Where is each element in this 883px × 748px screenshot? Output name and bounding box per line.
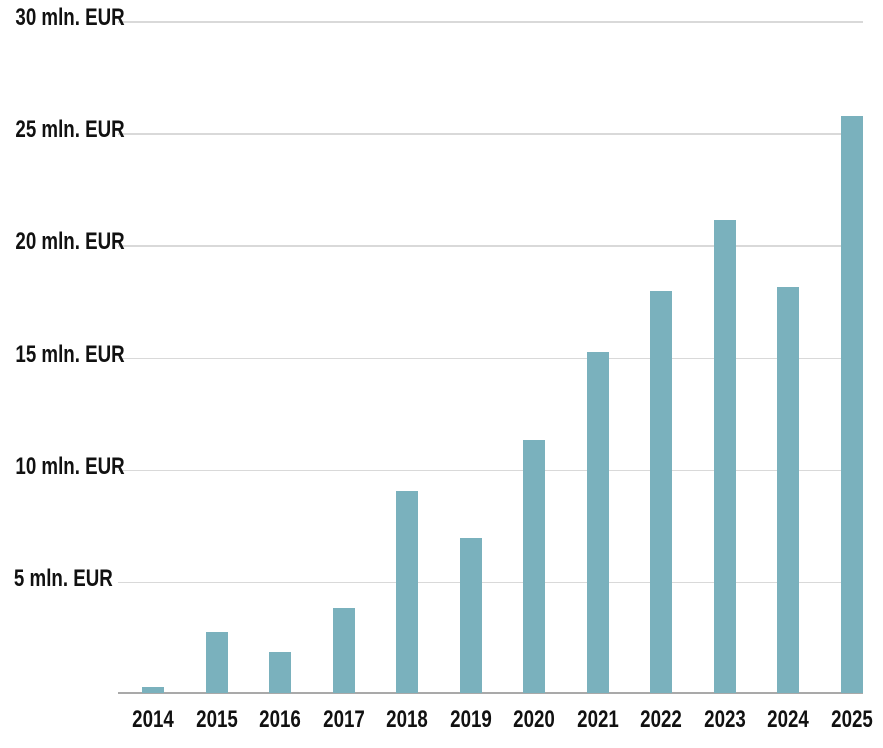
x-axis-tick-label-2018: 2018	[386, 706, 428, 733]
bar-2022	[650, 291, 672, 693]
y-axis-tick-text: 15 mln. EUR	[15, 340, 125, 368]
x-axis-tick-label-2014: 2014	[132, 706, 174, 733]
y-axis-tick-text: 5 mln. EUR	[13, 564, 113, 592]
bar-2015	[205, 632, 228, 693]
y-axis-tick-label: 20 mln. EUR	[0, 228, 124, 256]
y-axis-tick-label: 15 mln. EUR	[0, 341, 124, 369]
x-axis-tick-label-2016: 2016	[259, 706, 301, 733]
gridline	[118, 21, 863, 23]
y-axis-tick-label: 30 mln. EUR	[0, 4, 124, 32]
bar-2017	[332, 607, 355, 693]
x-axis-tick-label-2019: 2019	[449, 706, 492, 733]
x-axis-tick-label-2021: 2021	[576, 706, 619, 733]
x-axis-tick-label-2024: 2024	[767, 706, 809, 733]
gridline	[118, 469, 863, 472]
x-axis-tick-label-2015: 2015	[195, 706, 238, 733]
bar-2016	[269, 651, 291, 693]
bar-2020	[523, 439, 545, 693]
y-axis-tick-text: 30 mln. EUR	[15, 4, 125, 31]
y-axis-tick-text: 20 mln. EUR	[15, 228, 125, 256]
bar-2025	[840, 116, 863, 693]
plot-area	[118, 21, 863, 694]
x-axis-tick-label-2025: 2025	[830, 706, 873, 733]
bar-2021	[586, 352, 609, 693]
y-axis-tick-text: 25 mln. EUR	[15, 116, 125, 144]
x-axis-tick-label-2017: 2017	[322, 706, 365, 733]
gridline	[118, 133, 863, 135]
gridline	[118, 581, 863, 584]
y-axis-tick-label: 10 mln. EUR	[0, 453, 124, 481]
x-axis-line	[118, 692, 863, 694]
x-axis-tick-label-2022: 2022	[640, 706, 682, 733]
bar-2018	[396, 491, 418, 693]
bar-2023	[713, 219, 736, 693]
y-axis-tick-label: 25 mln. EUR	[0, 116, 124, 144]
bar-2019	[459, 538, 482, 693]
gridline	[118, 357, 863, 359]
x-axis-tick-label-2020: 2020	[513, 706, 555, 733]
x-axis-tick-label-2023: 2023	[703, 706, 746, 733]
bar-2014	[142, 687, 164, 693]
gridline	[118, 245, 863, 247]
bar-2024	[777, 286, 799, 693]
y-axis-tick-label: 5 mln. EUR	[0, 564, 113, 593]
y-axis-tick-text: 10 mln. EUR	[15, 452, 125, 480]
